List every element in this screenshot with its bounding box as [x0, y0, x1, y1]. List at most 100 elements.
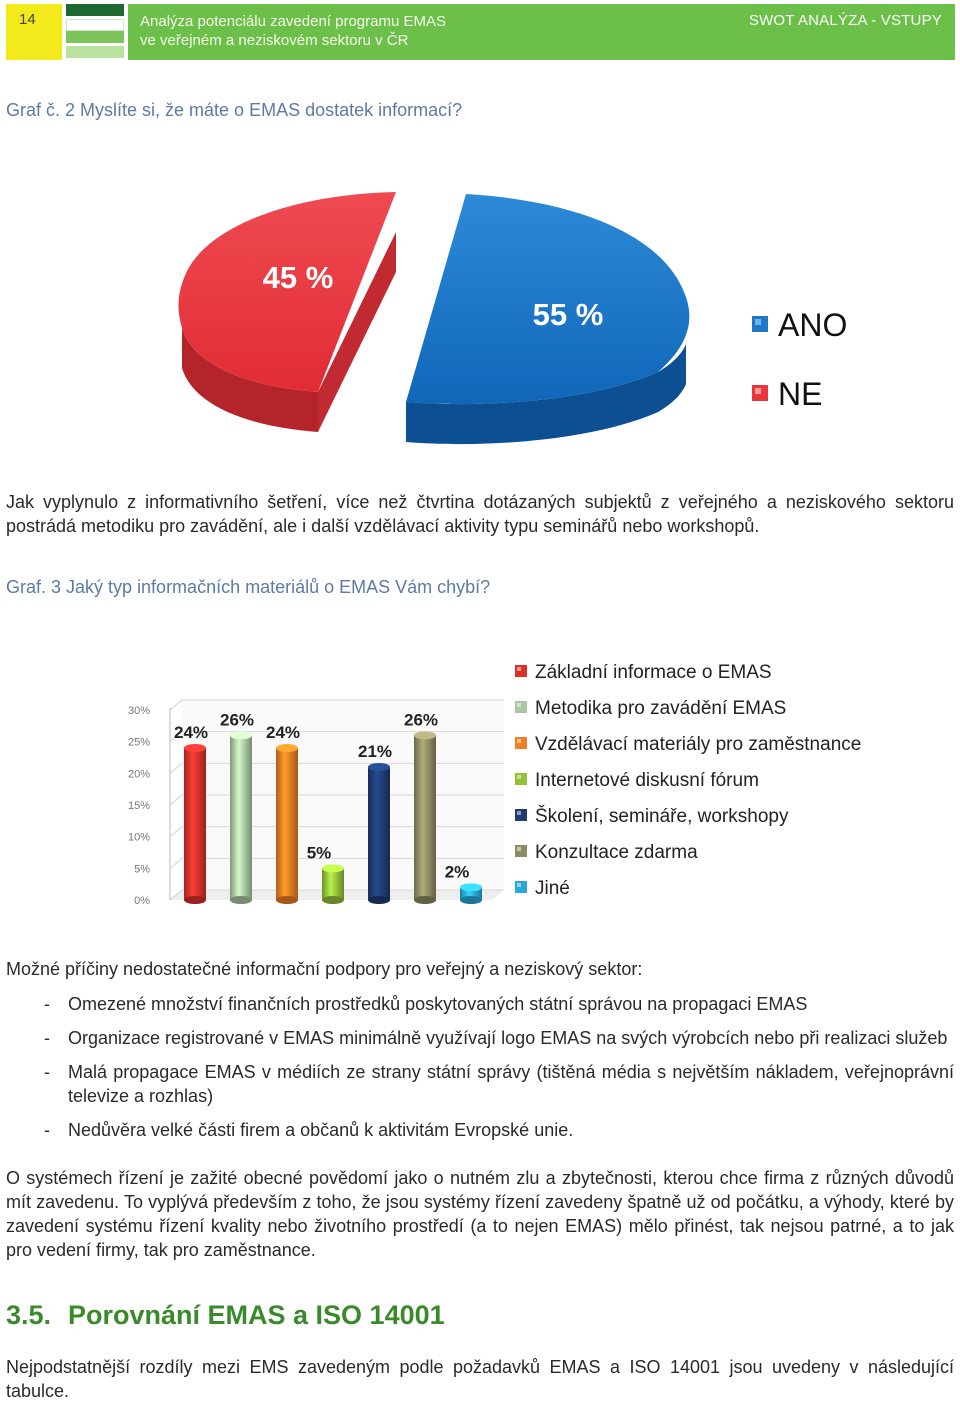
- bar-base: [322, 896, 344, 904]
- bar: 21%: [358, 742, 392, 904]
- bar-chart-bars: 24% 26% 24% 5% 21% 26% 2%: [174, 710, 482, 904]
- bar-body: [322, 868, 344, 900]
- bar-cap: [460, 883, 482, 892]
- list-item: - Nedůvěra velké části firem a občanů k a…: [6, 1118, 954, 1142]
- legend-item: Konzultace zdarma: [515, 842, 698, 863]
- legend-item: Metodika pro zavádění EMAS: [515, 698, 786, 719]
- grid-line: [169, 762, 183, 774]
- y-tick-label: 15%: [128, 800, 150, 812]
- bullet-marker: -: [44, 1028, 50, 1048]
- bar: 26%: [220, 710, 254, 904]
- bar: 2%: [445, 862, 482, 904]
- bar-base: [414, 896, 436, 904]
- list-item: - Organizace registrované v EMAS minimáln…: [6, 1026, 954, 1050]
- bullet-marker: -: [44, 1120, 50, 1140]
- pie-slice-ano: [406, 194, 690, 405]
- bullet-marker: -: [44, 994, 50, 1014]
- pie-legend: ANO NE: [752, 307, 847, 412]
- bar-body: [276, 748, 298, 900]
- list-item: - Omezené množství finančních prostředků …: [6, 992, 954, 1016]
- legend-item: Jiné: [515, 878, 570, 899]
- legend-label-ne: NE: [778, 376, 822, 412]
- bar-body: [230, 735, 252, 900]
- legend-label: Školení, semináře, workshopy: [535, 805, 789, 827]
- pie-chart: 45 % 55 % ANO NE: [178, 192, 847, 445]
- document-title-line1: Analýza potenciálu zavedení programu EMA…: [140, 13, 447, 30]
- document-title-line2: ve veřejném a neziskovém sektoru v ČR: [140, 32, 409, 49]
- grid-line: [169, 889, 183, 901]
- bar-chart: 0%5%10%15%20%25%30% 24%26%24%5%21%26%2% …: [128, 662, 861, 907]
- y-tick-label: 10%: [128, 832, 150, 844]
- legend-item: Vzdělávací materiály pro zaměstnance: [515, 734, 861, 755]
- pie-slice-ne-side: [182, 328, 318, 432]
- data-label: 24%: [266, 723, 300, 742]
- pie-slice-ano-side: [406, 344, 686, 445]
- section-number: 3.5.: [6, 1300, 52, 1330]
- bar-base: [184, 896, 206, 904]
- publisher-logo: [66, 4, 124, 60]
- bar: 5%: [307, 843, 344, 904]
- legend-label: Základní informace o EMAS: [535, 662, 772, 683]
- list-item-text: Omezené množství finančních prostředků p…: [68, 994, 808, 1014]
- header-band: Analýza potenciálu zavedení programu EMA…: [128, 4, 955, 60]
- section-title: SWOT ANALÝZA - VSTUPY: [748, 12, 942, 29]
- legend-item: Základní informace o EMAS: [515, 662, 772, 683]
- bar: 24%: [266, 723, 300, 904]
- y-tick-label: 0%: [134, 895, 150, 907]
- paragraph-survey-result: Jak vyplynulo z informativního šetření, …: [6, 492, 954, 536]
- page-number: 14: [6, 4, 62, 60]
- bar: 24%: [174, 723, 208, 904]
- document-title: Analýza potenciálu zavedení programu EMA…: [140, 12, 446, 50]
- grid-line: [169, 731, 183, 743]
- bar: 26%: [404, 710, 438, 904]
- grid-line: [169, 857, 183, 869]
- graph3-caption: Graf. 3 Jaký typ informačních materiálů …: [6, 577, 491, 597]
- y-tick-label: 20%: [128, 768, 150, 780]
- pie-label-ne: 45 %: [263, 260, 334, 295]
- legend-label: Metodika pro zavádění EMAS: [535, 698, 786, 719]
- data-label: 21%: [358, 742, 392, 761]
- data-label: 5%: [307, 843, 332, 862]
- y-tick-label: 25%: [128, 737, 150, 749]
- paragraph-differences: Nejpodstatnější rozdíly mezi EMS zaveden…: [6, 1357, 954, 1401]
- grid-line: [169, 699, 183, 711]
- pie-label-ano: 55 %: [533, 297, 604, 332]
- legend-label: Jiné: [535, 878, 570, 899]
- bar-base: [230, 896, 252, 904]
- legend-item: Internetové diskusní fórum: [515, 770, 759, 791]
- legend-label: Internetové diskusní fórum: [535, 770, 759, 791]
- bar-cap: [184, 744, 206, 752]
- paragraph-causes-intro: Možné příčiny nedostatečné informační po…: [6, 959, 643, 979]
- legend-label-ano: ANO: [778, 307, 847, 343]
- list-item: - Malá propagace EMAS v médiích ze strany…: [6, 1060, 954, 1108]
- causes-list: - Omezené množství finančních prostředků …: [6, 992, 954, 1152]
- bullet-marker: -: [44, 1062, 50, 1082]
- bar-base: [276, 896, 298, 904]
- bar-body: [368, 767, 390, 900]
- bar-cap: [322, 864, 344, 873]
- list-item-text: Nedůvěra velké části firem a občanů k ak…: [68, 1120, 574, 1140]
- section-heading: 3.5. Porovnání EMAS a ISO 14001: [6, 1300, 445, 1331]
- y-tick-label: 5%: [134, 863, 150, 875]
- list-item-text: Malá propagace EMAS v médiích ze strany …: [68, 1062, 954, 1106]
- bar-cap: [276, 744, 298, 752]
- data-label: 26%: [404, 710, 438, 729]
- bar-cap: [368, 763, 390, 771]
- legend-label: Konzultace zdarma: [535, 842, 698, 863]
- pie-slice-ne: [178, 192, 396, 392]
- data-label: 24%: [174, 723, 208, 742]
- section-title-text: Porovnání EMAS a ISO 14001: [68, 1300, 445, 1330]
- legend-item: Školení, semináře, workshopy: [515, 805, 789, 827]
- paragraph-management-systems: O systémech řízení je zažité obecné pově…: [6, 1168, 954, 1260]
- grid-line: [169, 794, 183, 806]
- grid-line: [169, 826, 183, 838]
- bar-chart-legend: Základní informace o EMAS Metodika pro za…: [515, 662, 861, 899]
- bar-base: [460, 896, 482, 904]
- bar-body: [414, 735, 436, 900]
- data-label: 26%: [220, 710, 254, 729]
- bar-base: [368, 896, 390, 904]
- data-label: 2%: [445, 862, 470, 881]
- legend-label: Vzdělávací materiály pro zaměstnance: [535, 734, 861, 755]
- list-item-text: Organizace registrované v EMAS minimálně…: [68, 1028, 948, 1048]
- bar-cap: [230, 731, 252, 740]
